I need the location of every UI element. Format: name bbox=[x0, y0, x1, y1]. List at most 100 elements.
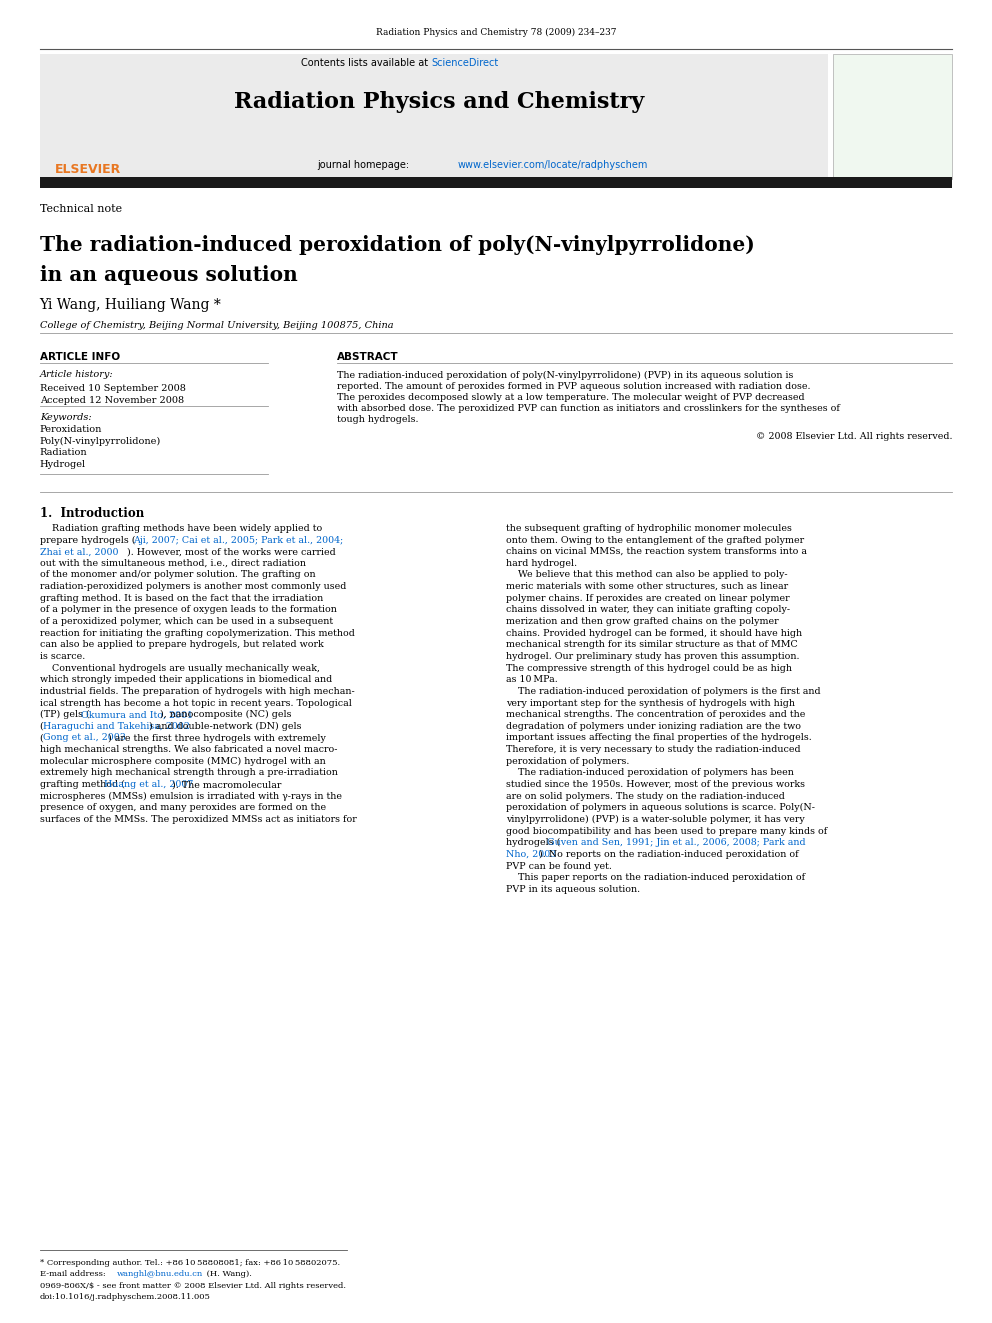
Text: Keywords:: Keywords: bbox=[40, 413, 91, 422]
Text: which strongly impeded their applications in biomedical and: which strongly impeded their application… bbox=[40, 675, 332, 684]
Text: ARTICLE INFO: ARTICLE INFO bbox=[40, 352, 120, 363]
Text: Radiation: Radiation bbox=[40, 448, 87, 458]
Text: Radiation grafting methods have been widely applied to: Radiation grafting methods have been wid… bbox=[40, 524, 322, 533]
Text: E-mail address:: E-mail address: bbox=[40, 1270, 108, 1278]
Text: tough hydrogels.: tough hydrogels. bbox=[337, 415, 419, 425]
Text: This paper reports on the radiation-induced peroxidation of: This paper reports on the radiation-indu… bbox=[506, 873, 806, 882]
Text: (: ( bbox=[40, 722, 44, 730]
Text: polymer chains. If peroxides are created on linear polymer: polymer chains. If peroxides are created… bbox=[506, 594, 790, 603]
Text: of a peroxidized polymer, which can be used in a subsequent: of a peroxidized polymer, which can be u… bbox=[40, 617, 332, 626]
Text: (: ( bbox=[40, 733, 44, 742]
Text: surfaces of the MMSs. The peroxidized MMSs act as initiators for: surfaces of the MMSs. The peroxidized MM… bbox=[40, 815, 356, 824]
Text: prepare hydrogels (: prepare hydrogels ( bbox=[40, 536, 135, 545]
Text: Conventional hydrogels are usually mechanically weak,: Conventional hydrogels are usually mecha… bbox=[40, 664, 319, 672]
Text: onto them. Owing to the entanglement of the grafted polymer: onto them. Owing to the entanglement of … bbox=[506, 536, 805, 545]
Text: Okumura and Ito, 2001: Okumura and Ito, 2001 bbox=[81, 710, 193, 720]
Text: ) are the first three hydrogels with extremely: ) are the first three hydrogels with ext… bbox=[107, 733, 325, 742]
Text: grafting method (: grafting method ( bbox=[40, 781, 125, 789]
Text: Yi Wang, Huiliang Wang *: Yi Wang, Huiliang Wang * bbox=[40, 298, 221, 312]
Text: ). The macromolecular: ). The macromolecular bbox=[172, 781, 281, 789]
Text: Technical note: Technical note bbox=[40, 204, 122, 214]
Text: Radiation Physics and Chemistry: Radiation Physics and Chemistry bbox=[234, 91, 645, 114]
Bar bbox=[833, 54, 952, 179]
Text: Hydrogel: Hydrogel bbox=[40, 460, 85, 470]
Text: is scarce.: is scarce. bbox=[40, 652, 85, 662]
Text: extremely high mechanical strength through a pre-irradiation: extremely high mechanical strength throu… bbox=[40, 769, 337, 778]
Text: ). However, most of the works were carried: ). However, most of the works were carri… bbox=[127, 548, 335, 556]
Text: with absorbed dose. The peroxidized PVP can function as initiators and crosslink: with absorbed dose. The peroxidized PVP … bbox=[337, 404, 840, 413]
Text: ABSTRACT: ABSTRACT bbox=[337, 352, 399, 363]
Text: reaction for initiating the grafting copolymerization. This method: reaction for initiating the grafting cop… bbox=[40, 628, 354, 638]
Text: grafting method. It is based on the fact that the irradiation: grafting method. It is based on the fact… bbox=[40, 594, 323, 603]
Text: (H. Wang).: (H. Wang). bbox=[204, 1270, 252, 1278]
Text: important issues affecting the final properties of the hydrogels.: important issues affecting the final pro… bbox=[506, 733, 811, 742]
Text: hydrogels (: hydrogels ( bbox=[506, 839, 560, 847]
Text: ) and double-network (DN) gels: ) and double-network (DN) gels bbox=[149, 722, 302, 730]
Text: doi:10.1016/j.radphyschem.2008.11.005: doi:10.1016/j.radphyschem.2008.11.005 bbox=[40, 1293, 210, 1301]
Text: ical strength has become a hot topic in recent years. Topological: ical strength has become a hot topic in … bbox=[40, 699, 351, 708]
Text: ), nanocomposite (NC) gels: ), nanocomposite (NC) gels bbox=[161, 710, 292, 720]
Text: Huang et al., 2007: Huang et al., 2007 bbox=[104, 781, 193, 789]
Text: journal homepage:: journal homepage: bbox=[317, 160, 413, 171]
Text: Accepted 12 November 2008: Accepted 12 November 2008 bbox=[40, 396, 184, 405]
Text: ScienceDirect: ScienceDirect bbox=[432, 58, 499, 69]
Text: * Corresponding author. Tel.: +86 10 58808081; fax: +86 10 58802075.: * Corresponding author. Tel.: +86 10 588… bbox=[40, 1259, 340, 1267]
Text: The compressive strength of this hydrogel could be as high: The compressive strength of this hydroge… bbox=[506, 664, 792, 672]
Text: PVP in its aqueous solution.: PVP in its aqueous solution. bbox=[506, 885, 640, 894]
Bar bbox=[40, 54, 828, 179]
Text: 0969-806X/$ - see front matter © 2008 Elsevier Ltd. All rights reserved.: 0969-806X/$ - see front matter © 2008 El… bbox=[40, 1282, 345, 1290]
Text: ELSEVIER: ELSEVIER bbox=[55, 163, 121, 176]
Text: www.elsevier.com/locate/radphyschem: www.elsevier.com/locate/radphyschem bbox=[457, 160, 648, 171]
Text: of the monomer and/or polymer solution. The grafting on: of the monomer and/or polymer solution. … bbox=[40, 570, 315, 579]
Text: are on solid polymers. The study on the radiation-induced: are on solid polymers. The study on the … bbox=[506, 791, 785, 800]
Text: very important step for the synthesis of hydrogels with high: very important step for the synthesis of… bbox=[506, 699, 795, 708]
Text: microspheres (MMSs) emulsion is irradiated with γ-rays in the: microspheres (MMSs) emulsion is irradiat… bbox=[40, 791, 341, 800]
Text: Aji, 2007; Cai et al., 2005; Park et al., 2004;: Aji, 2007; Cai et al., 2005; Park et al.… bbox=[133, 536, 343, 545]
Text: Radiation Physics and Chemistry 78 (2009) 234–237: Radiation Physics and Chemistry 78 (2009… bbox=[376, 28, 616, 37]
Text: peroxidation of polymers.: peroxidation of polymers. bbox=[506, 757, 629, 766]
Text: hard hydrogel.: hard hydrogel. bbox=[506, 558, 577, 568]
Text: peroxidation of polymers in aqueous solutions is scarce. Poly(N-: peroxidation of polymers in aqueous solu… bbox=[506, 803, 814, 812]
Text: good biocompatibility and has been used to prepare many kinds of: good biocompatibility and has been used … bbox=[506, 827, 827, 836]
Text: Peroxidation: Peroxidation bbox=[40, 425, 102, 434]
Text: meric materials with some other structures, such as linear: meric materials with some other structur… bbox=[506, 582, 788, 591]
Text: molecular microsphere composite (MMC) hydrogel with an: molecular microsphere composite (MMC) hy… bbox=[40, 757, 325, 766]
Text: can also be applied to prepare hydrogels, but related work: can also be applied to prepare hydrogels… bbox=[40, 640, 323, 650]
Text: The radiation-induced peroxidation of poly(N-vinylpyrrolidone): The radiation-induced peroxidation of po… bbox=[40, 235, 755, 255]
Text: Zhai et al., 2000: Zhai et al., 2000 bbox=[40, 548, 118, 556]
Text: The radiation-induced peroxidation of polymers is the first and: The radiation-induced peroxidation of po… bbox=[506, 687, 820, 696]
Text: Guven and Sen, 1991; Jin et al., 2006, 2008; Park and: Guven and Sen, 1991; Jin et al., 2006, 2… bbox=[547, 839, 806, 847]
Text: Gong et al., 2003: Gong et al., 2003 bbox=[44, 733, 126, 742]
Text: as 10 MPa.: as 10 MPa. bbox=[506, 675, 558, 684]
Text: merization and then grow grafted chains on the polymer: merization and then grow grafted chains … bbox=[506, 617, 779, 626]
Text: ). No reports on the radiation-induced peroxidation of: ). No reports on the radiation-induced p… bbox=[540, 849, 799, 859]
Text: chains on vicinal MMSs, the reaction system transforms into a: chains on vicinal MMSs, the reaction sys… bbox=[506, 548, 806, 556]
Text: in an aqueous solution: in an aqueous solution bbox=[40, 265, 298, 284]
Text: Received 10 September 2008: Received 10 September 2008 bbox=[40, 384, 186, 393]
Text: high mechanical strengths. We also fabricated a novel macro-: high mechanical strengths. We also fabri… bbox=[40, 745, 337, 754]
Text: Therefore, it is very necessary to study the radiation-induced: Therefore, it is very necessary to study… bbox=[506, 745, 801, 754]
Text: The radiation-induced peroxidation of polymers has been: The radiation-induced peroxidation of po… bbox=[506, 769, 794, 778]
Text: Poly(N-vinylpyrrolidone): Poly(N-vinylpyrrolidone) bbox=[40, 437, 161, 446]
Text: out with the simultaneous method, i.e., direct radiation: out with the simultaneous method, i.e., … bbox=[40, 558, 306, 568]
Text: 1.  Introduction: 1. Introduction bbox=[40, 507, 144, 520]
Text: mechanical strengths. The concentration of peroxides and the: mechanical strengths. The concentration … bbox=[506, 710, 806, 720]
Text: reported. The amount of peroxides formed in PVP aqueous solution increased with : reported. The amount of peroxides formed… bbox=[337, 381, 810, 390]
Text: We believe that this method can also be applied to poly-: We believe that this method can also be … bbox=[506, 570, 788, 579]
Text: presence of oxygen, and many peroxides are formed on the: presence of oxygen, and many peroxides a… bbox=[40, 803, 325, 812]
Text: (TP) gels (: (TP) gels ( bbox=[40, 710, 89, 720]
Text: radiation-peroxidized polymers is another most commonly used: radiation-peroxidized polymers is anothe… bbox=[40, 582, 346, 591]
Text: wanghl@bnu.edu.cn: wanghl@bnu.edu.cn bbox=[117, 1270, 203, 1278]
Text: degradation of polymers under ionizing radiation are the two: degradation of polymers under ionizing r… bbox=[506, 722, 801, 730]
Text: chains dissolved in water, they can initiate grafting copoly-: chains dissolved in water, they can init… bbox=[506, 606, 790, 614]
Text: industrial fields. The preparation of hydrogels with high mechan-: industrial fields. The preparation of hy… bbox=[40, 687, 354, 696]
Text: The radiation-induced peroxidation of poly(N-vinylpyrrolidone) (PVP) in its aque: The radiation-induced peroxidation of po… bbox=[337, 370, 794, 380]
Text: of a polymer in the presence of oxygen leads to the formation: of a polymer in the presence of oxygen l… bbox=[40, 606, 336, 614]
Text: Nho, 2003: Nho, 2003 bbox=[506, 849, 557, 859]
Text: © 2008 Elsevier Ltd. All rights reserved.: © 2008 Elsevier Ltd. All rights reserved… bbox=[756, 431, 952, 441]
Text: Haraguchi and Takehisa, 2002: Haraguchi and Takehisa, 2002 bbox=[44, 722, 190, 730]
Text: the subsequent grafting of hydrophilic monomer molecules: the subsequent grafting of hydrophilic m… bbox=[506, 524, 792, 533]
Text: Article history:: Article history: bbox=[40, 370, 113, 380]
Text: hydrogel. Our preliminary study has proven this assumption.: hydrogel. Our preliminary study has prov… bbox=[506, 652, 800, 662]
Text: chains. Provided hydrogel can be formed, it should have high: chains. Provided hydrogel can be formed,… bbox=[506, 628, 803, 638]
